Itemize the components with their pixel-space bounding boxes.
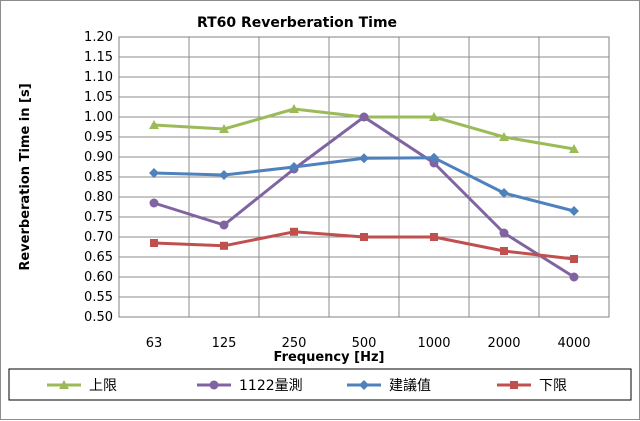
- y-tick-label: 0.60: [84, 270, 113, 285]
- data-point: [149, 168, 159, 178]
- data-point: [290, 227, 298, 236]
- data-point: [289, 104, 299, 113]
- x-tick-labels: 63 125 250 500 1000 2000 4000: [146, 336, 591, 351]
- y-tick-label: 0.75: [84, 210, 113, 225]
- data-point: [360, 233, 368, 241]
- data-point: [429, 158, 439, 168]
- legend-label: 1122量測: [239, 378, 303, 394]
- legend-item: 1122量測: [197, 378, 303, 394]
- x-tick-label: 250: [282, 336, 307, 351]
- legend-item: 建議值: [347, 377, 431, 394]
- y-tick-label: 0.85: [84, 170, 113, 185]
- x-tick-label: 1000: [417, 336, 450, 351]
- y-tick-label: 1.15: [84, 50, 113, 65]
- y-tick-label: 0.50: [84, 310, 113, 325]
- data-point: [149, 198, 159, 208]
- series-1: [149, 104, 579, 153]
- legend-marker: [209, 380, 219, 390]
- legend-marker: [359, 380, 369, 390]
- legend-item: 上限: [47, 378, 117, 394]
- series-2: [149, 112, 579, 282]
- legend-marker: [510, 381, 518, 389]
- grid-layer: [119, 36, 609, 318]
- legend-item: 下限: [497, 378, 567, 394]
- y-axis-label: Reverberation Time in [s]: [18, 83, 33, 270]
- y-tick-label: 0.95: [84, 130, 113, 145]
- data-point: [220, 241, 228, 250]
- legend-marker: [59, 380, 69, 389]
- x-tick-label: 63: [146, 336, 163, 351]
- plot-area-border: [118, 36, 610, 318]
- data-point: [499, 188, 509, 198]
- y-tick-labels: 0.50 0.55 0.60 0.65 0.70 0.75 0.80 0.85 0.90 0.95…: [84, 30, 113, 325]
- y-tick-label: 1.10: [84, 70, 113, 85]
- data-point: [499, 132, 509, 141]
- data-point: [429, 152, 439, 163]
- y-tick-label: 1.20: [84, 30, 113, 45]
- y-tick-label: 1.05: [84, 90, 113, 105]
- x-axis-label: Frequency [Hz]: [274, 350, 385, 365]
- data-point: [569, 272, 579, 282]
- x-tick-label: 2000: [487, 336, 520, 351]
- data-point: [219, 220, 229, 230]
- x-tick-label: 4000: [557, 336, 590, 351]
- data-point: [219, 124, 229, 133]
- legend-label: 上限: [89, 378, 117, 394]
- data-point: [429, 112, 439, 121]
- chart-title: RT60 Reverberation Time: [197, 15, 397, 31]
- data-point: [570, 255, 578, 263]
- data-point: [149, 120, 159, 129]
- x-tick-label: 125: [212, 336, 237, 351]
- series-line: [153, 156, 575, 213]
- y-tick-label: 0.65: [84, 250, 113, 265]
- y-tick-label: 0.70: [84, 230, 113, 245]
- data-point: [150, 239, 158, 247]
- data-point: [430, 233, 438, 241]
- legend-label: 建議值: [389, 377, 431, 394]
- series-layer: [149, 104, 579, 282]
- series-3: [149, 152, 579, 216]
- data-point: [359, 153, 369, 164]
- data-point: [569, 206, 579, 216]
- data-point: [499, 228, 509, 238]
- data-point: [569, 144, 579, 153]
- legend-label: 下限: [539, 378, 567, 394]
- y-tick-label: 0.80: [84, 190, 113, 205]
- data-point: [289, 162, 299, 172]
- data-point: [500, 247, 508, 255]
- legend: 上限 1122量測 建議值 下限: [47, 377, 567, 394]
- x-tick-label: 500: [352, 336, 377, 351]
- data-point: [359, 112, 369, 122]
- y-tick-label: 0.55: [84, 290, 113, 305]
- y-tick-label: 1.00: [84, 110, 113, 125]
- series-4: [150, 227, 578, 263]
- y-tick-label: 0.90: [84, 150, 113, 165]
- data-point: [219, 170, 229, 180]
